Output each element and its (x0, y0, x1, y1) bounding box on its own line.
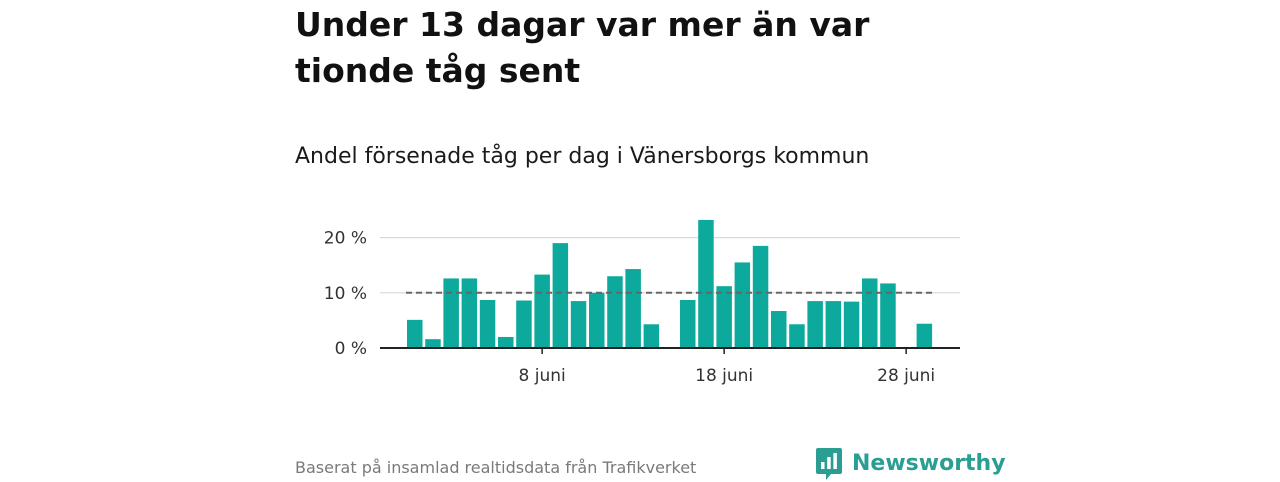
bar (843, 301, 860, 348)
bar (443, 278, 459, 348)
bar (880, 283, 896, 348)
bar (625, 269, 641, 348)
x-tick-label: 18 juni (695, 366, 753, 386)
bar (425, 339, 441, 348)
bar (680, 299, 696, 348)
source-note: Baserat på insamlad realtidsdata från Tr… (295, 458, 697, 477)
bar (916, 323, 933, 348)
bar (461, 278, 478, 348)
y-tick-label: 20 % (324, 229, 367, 249)
bar (516, 300, 532, 348)
chart-subtitle: Andel försenade tåg per dag i Vänersborg… (295, 144, 870, 169)
bar (552, 243, 569, 348)
bar (789, 324, 805, 348)
bar (498, 336, 514, 348)
brand-logo: Newsworthy (815, 446, 1006, 482)
bar-chart: 0 % 10 % 20 % 8 juni 18 juni 28 juni (324, 219, 960, 386)
brand-name: Newsworthy (852, 451, 1006, 476)
bar (771, 311, 787, 348)
newsworthy-logo-icon (816, 448, 842, 480)
bar (607, 276, 623, 348)
bar (643, 324, 660, 348)
bar (825, 301, 842, 348)
bar (752, 245, 769, 348)
bar (570, 301, 587, 348)
y-tick-label: 0 % (335, 339, 367, 359)
y-axis-labels: 0 % 10 % 20 % (324, 229, 367, 359)
bar (716, 286, 732, 348)
bar (479, 299, 496, 348)
x-tick-label: 8 juni (519, 366, 566, 386)
y-tick-label: 10 % (324, 284, 367, 304)
bar (534, 274, 550, 348)
bar (807, 301, 823, 348)
x-axis (380, 347, 960, 354)
x-tick-label: 28 juni (877, 366, 935, 386)
bar (407, 319, 423, 348)
x-axis-labels: 8 juni 18 juni 28 juni (519, 366, 936, 386)
bar (698, 219, 714, 348)
bar (862, 278, 878, 348)
bar (589, 292, 605, 348)
bars (407, 219, 933, 348)
bar (734, 262, 751, 348)
chart-title: Under 13 dagar var mer än var tionde tåg… (295, 5, 870, 90)
chart-card: Under 13 dagar var mer än var tionde tåg… (295, 0, 1006, 480)
